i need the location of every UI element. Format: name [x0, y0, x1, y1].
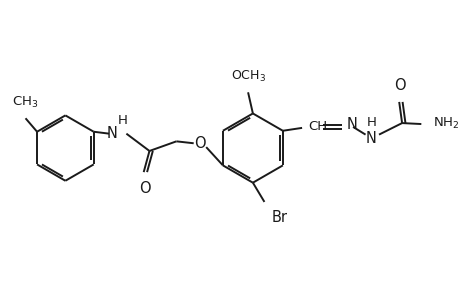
Text: Br: Br [272, 210, 287, 225]
Text: NH$_2$: NH$_2$ [432, 116, 458, 130]
Text: H: H [365, 116, 375, 129]
Text: H: H [118, 114, 127, 127]
Text: O: O [393, 78, 405, 93]
Text: O: O [139, 181, 150, 196]
Text: CH: CH [307, 120, 326, 134]
Text: OCH$_3$: OCH$_3$ [230, 69, 265, 84]
Text: O: O [193, 136, 205, 151]
Text: N: N [365, 131, 376, 146]
Text: N: N [346, 118, 357, 133]
Text: N: N [106, 126, 118, 141]
Text: CH$_3$: CH$_3$ [12, 94, 39, 110]
